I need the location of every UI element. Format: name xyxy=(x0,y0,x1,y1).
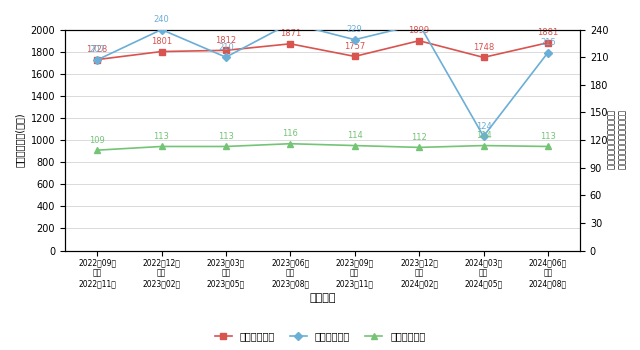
X-axis label: 成約年月: 成約年月 xyxy=(309,294,336,303)
Text: 113: 113 xyxy=(218,132,234,141)
Text: 1728: 1728 xyxy=(86,45,108,54)
Text: 1812: 1812 xyxy=(215,36,236,45)
Text: 114: 114 xyxy=(476,131,492,140)
Text: 240: 240 xyxy=(154,15,170,24)
Y-axis label: 平均成約価格(万円): 平均成約価格(万円) xyxy=(15,113,25,167)
Text: 215: 215 xyxy=(540,38,556,47)
平均成約価格 xyxy=(157,49,165,54)
平均土地面積 xyxy=(222,55,230,59)
平均建物面積 xyxy=(544,144,552,148)
Text: 1871: 1871 xyxy=(280,29,301,38)
Text: 113: 113 xyxy=(540,132,556,141)
Text: 247: 247 xyxy=(0,349,1,350)
平均土地面積 xyxy=(93,58,101,62)
Text: 116: 116 xyxy=(282,129,298,138)
Text: 114: 114 xyxy=(347,131,363,140)
平均成約価格 xyxy=(415,38,423,43)
Text: 112: 112 xyxy=(412,133,427,142)
Legend: 平均成約価格, 平均土地面積, 平均建物面積: 平均成約価格, 平均土地面積, 平均建物面積 xyxy=(211,327,429,345)
平均土地面積 xyxy=(415,22,423,26)
平均成約価格 xyxy=(351,54,358,58)
平均土地面積 xyxy=(287,21,294,25)
Line: 平均土地面積: 平均土地面積 xyxy=(94,20,550,139)
平均成約価格 xyxy=(93,57,101,62)
Text: 113: 113 xyxy=(154,132,170,141)
平均建物面積 xyxy=(157,144,165,148)
Line: 平均建物面積: 平均建物面積 xyxy=(94,141,550,153)
平均建物面積 xyxy=(287,142,294,146)
平均成約価格 xyxy=(222,48,230,52)
平均土地面積 xyxy=(479,134,487,139)
平均建物面積 xyxy=(222,144,230,148)
Text: 246: 246 xyxy=(0,349,1,350)
Text: 1881: 1881 xyxy=(538,28,559,37)
Text: 207: 207 xyxy=(89,46,105,54)
Text: 1899: 1899 xyxy=(408,26,429,35)
Text: 109: 109 xyxy=(89,135,105,145)
Text: 1801: 1801 xyxy=(151,37,172,46)
平均土地面積 xyxy=(351,37,358,42)
平均成約価格 xyxy=(479,55,487,60)
平均建物面積 xyxy=(93,148,101,152)
Text: 210: 210 xyxy=(218,43,234,51)
平均建物面積 xyxy=(415,145,423,149)
平均土地面積 xyxy=(544,50,552,55)
Text: 1748: 1748 xyxy=(473,43,494,52)
Line: 平均成約価格: 平均成約価格 xyxy=(94,38,550,62)
Text: 229: 229 xyxy=(347,25,363,34)
平均成約価格 xyxy=(544,41,552,45)
Text: 124: 124 xyxy=(476,122,492,131)
平均建物面積 xyxy=(351,144,358,148)
Y-axis label: 平均土地面積（㎡）土地本
平均建物面積（㎡）建物本: 平均土地面積（㎡）土地本 平均建物面積（㎡）建物本 xyxy=(605,110,625,170)
平均建物面積 xyxy=(479,144,487,148)
Text: 1757: 1757 xyxy=(344,42,365,51)
平均土地面積 xyxy=(157,27,165,32)
平均成約価格 xyxy=(287,42,294,46)
